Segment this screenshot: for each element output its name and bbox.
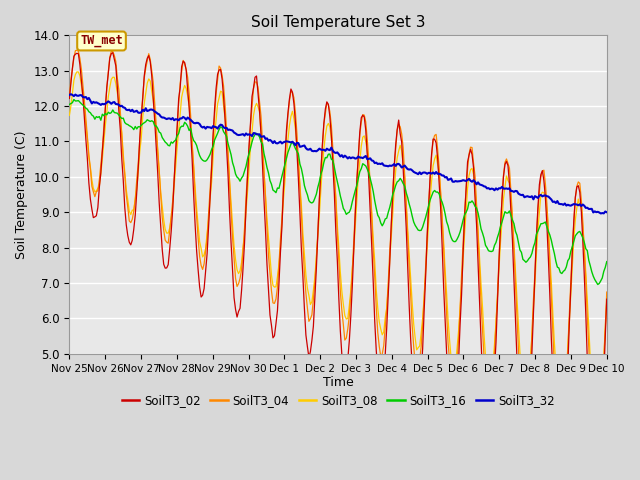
Y-axis label: Soil Temperature (C): Soil Temperature (C) [15,130,28,259]
Legend: SoilT3_02, SoilT3_04, SoilT3_08, SoilT3_16, SoilT3_32: SoilT3_02, SoilT3_04, SoilT3_08, SoilT3_… [117,389,559,411]
X-axis label: Time: Time [323,376,353,389]
Title: Soil Temperature Set 3: Soil Temperature Set 3 [251,15,426,30]
Text: TW_met: TW_met [80,35,123,48]
